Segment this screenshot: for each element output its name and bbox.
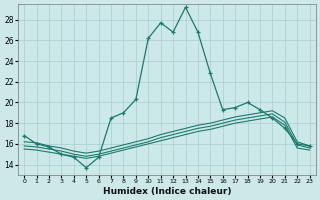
X-axis label: Humidex (Indice chaleur): Humidex (Indice chaleur): [103, 187, 231, 196]
